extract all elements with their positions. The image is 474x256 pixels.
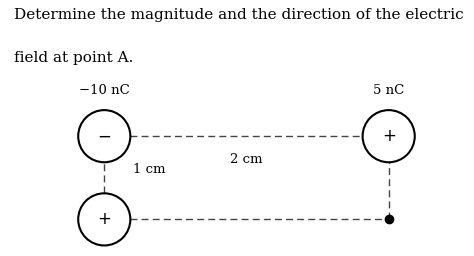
Ellipse shape xyxy=(363,110,415,162)
Text: $+$: $+$ xyxy=(382,128,396,145)
Ellipse shape xyxy=(78,110,130,162)
Text: 5 nC: 5 nC xyxy=(373,84,404,97)
Text: −10 nC: −10 nC xyxy=(79,84,130,97)
Text: Determine the magnitude and the direction of the electric: Determine the magnitude and the directio… xyxy=(14,8,464,22)
Text: $-$: $-$ xyxy=(97,128,111,145)
Text: 2 cm: 2 cm xyxy=(230,153,263,166)
Text: field at point A.: field at point A. xyxy=(14,51,134,65)
Text: 1 cm: 1 cm xyxy=(133,163,165,176)
Text: $+$: $+$ xyxy=(97,211,111,228)
Ellipse shape xyxy=(78,193,130,246)
